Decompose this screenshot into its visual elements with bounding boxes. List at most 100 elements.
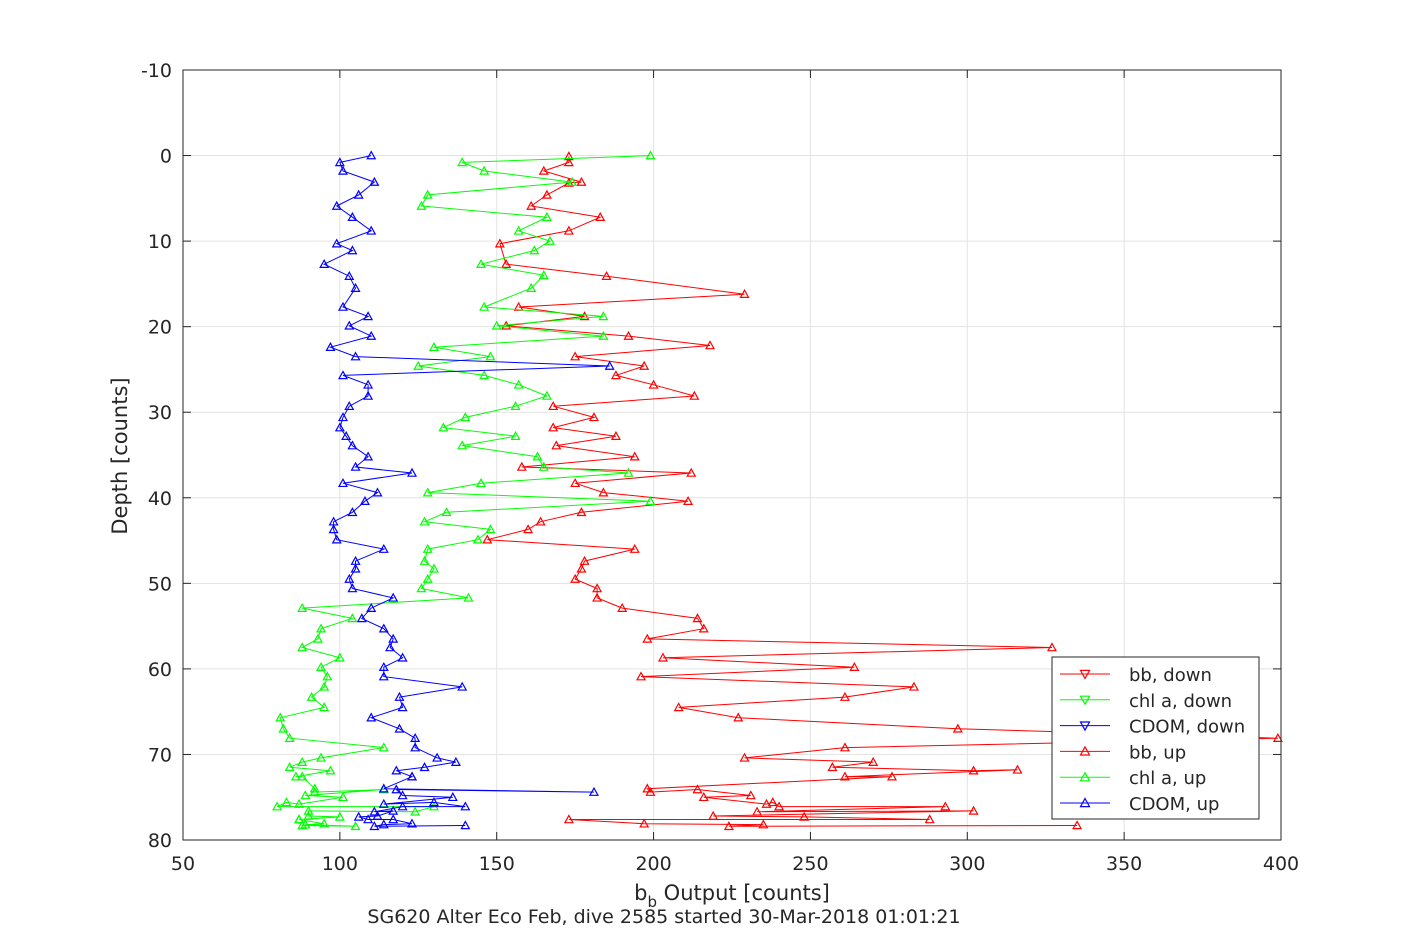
data-point: [344, 270, 355, 280]
data-point: [476, 258, 487, 269]
data-point: [494, 238, 505, 248]
data-point: [705, 340, 716, 350]
data-point: [319, 258, 330, 269]
data-point: [460, 801, 471, 811]
legend: bb, down chl a, down CDOM, down bb, up chl a…: [1051, 656, 1260, 820]
data-point: [312, 633, 323, 643]
data-point: [284, 762, 295, 772]
legend-swatch-marker: [1079, 771, 1091, 782]
data-point: [588, 786, 599, 796]
data-point: [397, 790, 408, 800]
data-point: [334, 652, 345, 662]
data-point: [576, 563, 587, 573]
data-point: [344, 320, 355, 330]
data-point: [419, 555, 430, 565]
data-point: [940, 801, 951, 811]
data-point: [366, 150, 377, 160]
legend-swatch-marker: [1079, 695, 1091, 706]
data-point: [604, 360, 615, 370]
data-point: [516, 461, 527, 471]
data-point: [692, 613, 703, 623]
data-point: [648, 379, 659, 389]
data-point: [356, 613, 367, 623]
data-point: [952, 723, 963, 733]
data-point: [839, 691, 850, 701]
data-point: [316, 752, 327, 762]
data-point: [523, 524, 534, 534]
data-point: [397, 652, 408, 662]
x-tick-label: 400: [1263, 853, 1299, 875]
data-point: [538, 165, 549, 175]
data-point: [413, 360, 424, 370]
data-point: [767, 797, 778, 807]
data-point: [868, 756, 879, 766]
data-point: [629, 543, 640, 553]
data-point: [472, 534, 483, 544]
data-point: [363, 311, 374, 321]
data-point: [532, 451, 543, 461]
legend-label: CDOM, up: [1129, 794, 1219, 815]
data-point: [839, 771, 850, 781]
data-point: [385, 642, 396, 652]
data-point: [344, 400, 355, 411]
data-point: [601, 270, 612, 280]
data-point: [513, 379, 524, 389]
data-point: [275, 712, 286, 722]
y-tick-label: 70: [148, 744, 172, 766]
data-point: [428, 563, 439, 573]
data-point: [297, 756, 308, 766]
data-point: [416, 583, 427, 593]
data-point: [657, 652, 669, 662]
data-point: [723, 821, 734, 831]
legend-label: bb, down: [1129, 665, 1212, 686]
data-point: [319, 681, 330, 691]
data-point: [309, 786, 320, 796]
data-point: [642, 633, 653, 643]
data-point: [394, 691, 405, 701]
data-point: [774, 801, 785, 811]
data-point: [337, 370, 349, 380]
data-point: [297, 642, 308, 652]
data-point: [350, 351, 361, 361]
data-point: [325, 765, 336, 775]
data-point: [334, 811, 345, 821]
data-point: [422, 189, 433, 199]
data-point: [350, 821, 361, 831]
data-point: [319, 702, 330, 712]
data-point: [576, 507, 587, 517]
data-point: [460, 820, 471, 830]
data-point: [1046, 642, 1058, 652]
data-point: [391, 784, 402, 794]
x-tick-label: 250: [792, 853, 828, 875]
y-tick-label: 80: [148, 830, 172, 852]
data-point: [541, 189, 552, 199]
data-point: [337, 412, 349, 422]
data-point: [579, 311, 590, 321]
data-point: [372, 487, 383, 497]
data-point: [510, 400, 521, 411]
data-point: [598, 311, 609, 321]
data-point: [592, 592, 603, 602]
data-point: [297, 820, 308, 830]
data-point: [526, 200, 537, 210]
data-point: [482, 534, 493, 544]
legend-label: chl a, up: [1129, 768, 1206, 789]
data-point: [683, 495, 694, 505]
data-point: [388, 814, 399, 824]
data-point: [363, 814, 374, 824]
data-point: [692, 784, 703, 794]
data-point: [563, 814, 574, 824]
y-tick-label: -10: [141, 60, 172, 82]
data-point: [369, 176, 380, 186]
data-point: [588, 412, 599, 422]
data-point: [595, 211, 606, 221]
data-point: [968, 805, 979, 815]
data-point: [610, 370, 621, 380]
data-point: [300, 790, 311, 800]
data-point: [510, 430, 521, 440]
data-point: [538, 270, 549, 280]
data-point: [366, 602, 377, 612]
data-point: [827, 762, 838, 772]
